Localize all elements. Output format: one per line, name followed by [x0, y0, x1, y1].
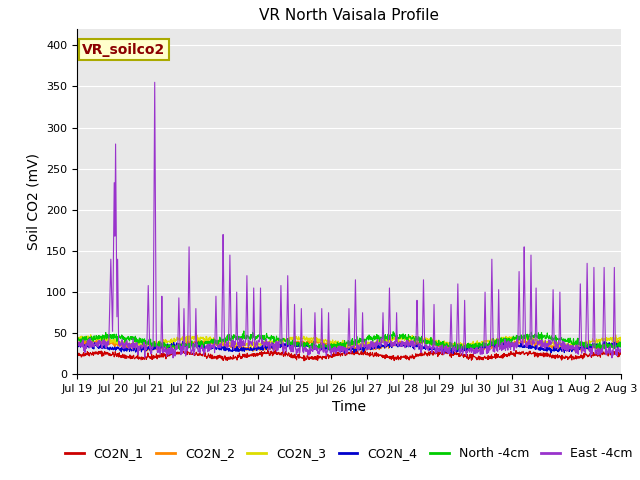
- CO2N_2: [582, 346, 590, 351]
- CO2N_4: [73, 341, 81, 347]
- North -4cm: [240, 328, 248, 334]
- CO2N_1: [353, 348, 360, 353]
- East -4cm: [169, 355, 177, 361]
- East -4cm: [319, 349, 327, 355]
- CO2N_3: [83, 336, 91, 342]
- CO2N_4: [448, 347, 456, 353]
- CO2N_2: [513, 335, 521, 340]
- East -4cm: [352, 296, 360, 301]
- Text: VR_soilco2: VR_soilco2: [82, 43, 166, 57]
- CO2N_4: [170, 342, 178, 348]
- CO2N_1: [300, 358, 308, 364]
- CO2N_4: [501, 338, 509, 344]
- CO2N_2: [73, 341, 81, 347]
- North -4cm: [83, 336, 91, 342]
- Title: VR North Vaisala Profile: VR North Vaisala Profile: [259, 9, 439, 24]
- CO2N_4: [582, 345, 590, 350]
- North -4cm: [171, 345, 179, 351]
- CO2N_4: [83, 341, 91, 347]
- North -4cm: [617, 339, 625, 345]
- Y-axis label: Soil CO2 (mV): Soil CO2 (mV): [26, 153, 40, 250]
- North -4cm: [449, 344, 456, 350]
- CO2N_1: [83, 352, 91, 358]
- CO2N_1: [319, 354, 327, 360]
- CO2N_2: [171, 342, 179, 348]
- CO2N_3: [347, 345, 355, 351]
- East -4cm: [617, 348, 625, 354]
- CO2N_3: [352, 339, 360, 345]
- CO2N_3: [73, 336, 81, 341]
- CO2N_1: [582, 352, 590, 358]
- CO2N_3: [617, 335, 625, 340]
- CO2N_1: [351, 349, 359, 355]
- CO2N_4: [617, 344, 625, 350]
- CO2N_4: [351, 346, 359, 352]
- CO2N_1: [617, 352, 625, 358]
- East -4cm: [73, 343, 81, 349]
- CO2N_1: [449, 350, 456, 356]
- Line: CO2N_1: CO2N_1: [77, 350, 621, 361]
- East -4cm: [582, 305, 590, 311]
- Line: East -4cm: East -4cm: [77, 82, 621, 358]
- East -4cm: [171, 350, 179, 356]
- CO2N_2: [617, 339, 625, 345]
- CO2N_1: [73, 352, 81, 358]
- East -4cm: [151, 79, 159, 85]
- Line: North -4cm: North -4cm: [77, 331, 621, 350]
- North -4cm: [582, 344, 590, 350]
- CO2N_2: [83, 339, 91, 345]
- CO2N_3: [449, 343, 456, 349]
- North -4cm: [163, 347, 170, 353]
- CO2N_3: [319, 338, 327, 344]
- North -4cm: [352, 337, 360, 343]
- CO2N_4: [319, 346, 326, 351]
- Line: CO2N_3: CO2N_3: [77, 335, 621, 348]
- CO2N_4: [449, 350, 457, 356]
- CO2N_2: [319, 340, 327, 346]
- CO2N_2: [448, 343, 456, 349]
- North -4cm: [73, 337, 81, 343]
- CO2N_3: [171, 336, 179, 342]
- CO2N_2: [147, 348, 154, 354]
- East -4cm: [449, 350, 456, 356]
- CO2N_2: [351, 348, 359, 353]
- X-axis label: Time: Time: [332, 400, 366, 414]
- CO2N_1: [170, 351, 178, 357]
- North -4cm: [319, 347, 327, 352]
- CO2N_3: [582, 340, 590, 346]
- Line: CO2N_4: CO2N_4: [77, 341, 621, 353]
- Legend: CO2N_1, CO2N_2, CO2N_3, CO2N_4, North -4cm, East -4cm: CO2N_1, CO2N_2, CO2N_3, CO2N_4, North -4…: [60, 442, 637, 465]
- East -4cm: [83, 343, 91, 348]
- Line: CO2N_2: CO2N_2: [77, 337, 621, 351]
- CO2N_3: [87, 332, 95, 337]
